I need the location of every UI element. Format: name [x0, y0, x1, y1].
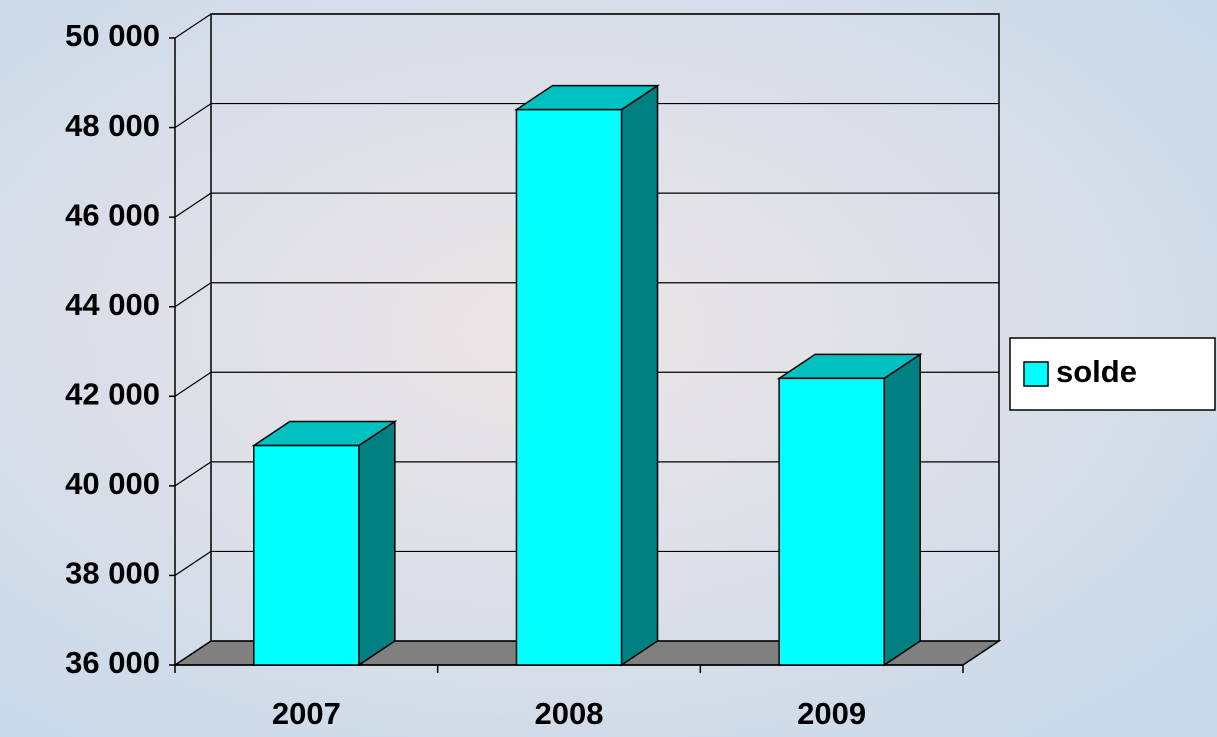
bar [254, 446, 359, 665]
bar-side [622, 86, 658, 665]
bar [779, 378, 884, 665]
chart: 36 000 38 000 40 000 42 000 44 000 46 000 48 0… [0, 0, 1217, 737]
bar [516, 110, 621, 665]
x-tick-label: 2007 [272, 696, 341, 731]
y-tick-label: 44 000 [65, 287, 160, 322]
y-tick-label: 36 000 [65, 645, 160, 680]
bar-side [359, 422, 395, 665]
bar-side [884, 354, 920, 665]
y-tick-label: 48 000 [65, 108, 160, 143]
legend-swatch [1024, 362, 1048, 386]
y-tick-label: 40 000 [65, 466, 160, 501]
legend-label: solde [1056, 354, 1137, 389]
y-tick-label: 38 000 [65, 556, 160, 591]
x-tick-label: 2009 [797, 696, 866, 731]
x-tick-label: 2008 [535, 696, 604, 731]
y-tick-label: 50 000 [65, 18, 160, 53]
y-tick-label: 42 000 [65, 376, 160, 411]
y-tick-label: 46 000 [65, 197, 160, 232]
